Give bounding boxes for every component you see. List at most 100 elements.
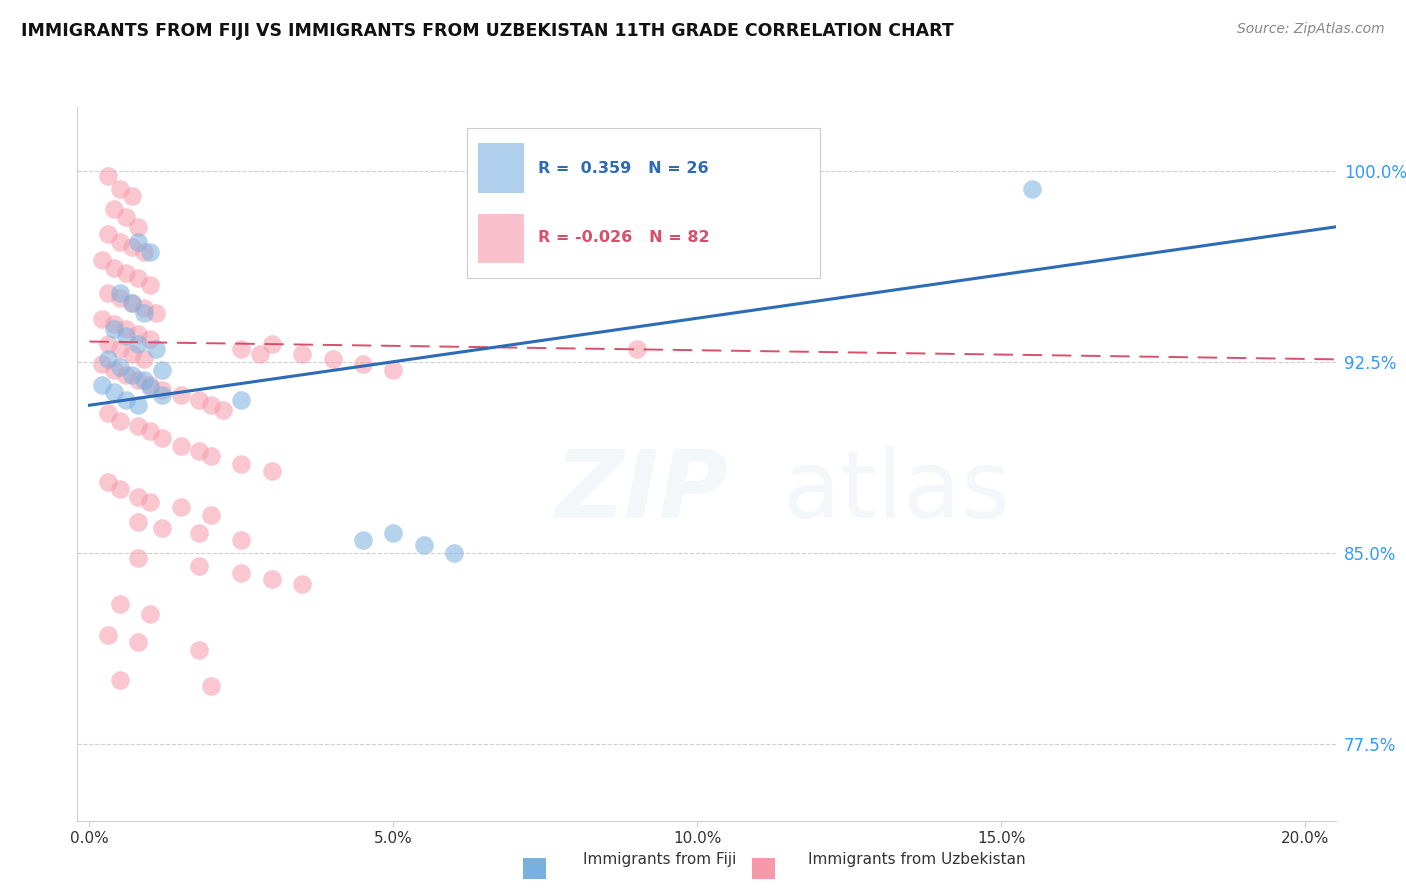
- Point: [382, 362, 405, 376]
- Text: Immigrants from Fiji: Immigrants from Fiji: [583, 852, 737, 867]
- Point: [291, 347, 314, 361]
- Point: [97, 475, 120, 489]
- Text: IMMIGRANTS FROM FIJI VS IMMIGRANTS FROM UZBEKISTAN 11TH GRADE CORRELATION CHART: IMMIGRANTS FROM FIJI VS IMMIGRANTS FROM …: [21, 22, 953, 40]
- Point: [139, 278, 162, 293]
- Point: [200, 398, 222, 412]
- Point: [187, 525, 209, 540]
- Bar: [478, 214, 524, 263]
- Point: [170, 500, 193, 515]
- Point: [115, 329, 138, 343]
- Point: [170, 388, 193, 402]
- Point: [108, 673, 131, 688]
- Point: [108, 286, 131, 301]
- Point: [231, 566, 253, 581]
- Point: [108, 483, 131, 497]
- Text: Immigrants from Uzbekistan: Immigrants from Uzbekistan: [808, 852, 1026, 867]
- Point: [291, 576, 314, 591]
- Point: [187, 444, 209, 458]
- Point: [90, 252, 112, 267]
- Point: [152, 362, 174, 376]
- Point: [97, 337, 120, 351]
- Point: [231, 393, 253, 408]
- Point: [121, 189, 143, 203]
- Point: [139, 607, 162, 622]
- Point: [152, 383, 174, 397]
- Point: [121, 368, 143, 382]
- Point: [152, 388, 174, 402]
- Point: [108, 413, 131, 427]
- Point: [200, 508, 222, 522]
- Point: [139, 332, 162, 346]
- Point: [231, 342, 253, 356]
- Point: [103, 260, 125, 275]
- Point: [139, 424, 162, 438]
- Point: [352, 533, 374, 548]
- Point: [127, 337, 149, 351]
- Point: [187, 643, 209, 657]
- Point: [115, 322, 138, 336]
- Point: [115, 266, 138, 280]
- Point: [127, 516, 149, 530]
- Point: [108, 342, 131, 356]
- Point: [139, 245, 162, 260]
- Point: [145, 306, 167, 320]
- Point: [97, 352, 120, 367]
- Point: [127, 235, 149, 249]
- Point: [260, 572, 283, 586]
- Point: [115, 368, 138, 382]
- Point: [97, 406, 120, 420]
- Point: [127, 398, 149, 412]
- Point: [322, 352, 344, 367]
- Point: [103, 317, 125, 331]
- Point: [187, 558, 209, 573]
- Point: [108, 359, 131, 374]
- Point: [260, 337, 283, 351]
- Point: [134, 245, 156, 260]
- Text: ZIP: ZIP: [555, 446, 728, 539]
- Point: [249, 347, 271, 361]
- Point: [108, 181, 131, 195]
- Point: [382, 525, 405, 540]
- Text: atlas: atlas: [782, 446, 1011, 539]
- Point: [127, 270, 149, 285]
- Point: [127, 551, 149, 566]
- Point: [139, 495, 162, 509]
- Point: [121, 296, 143, 310]
- Point: [134, 306, 156, 320]
- Point: [121, 240, 143, 254]
- Point: [97, 169, 120, 183]
- Point: [134, 301, 156, 316]
- Point: [127, 326, 149, 341]
- Point: [152, 520, 174, 534]
- Point: [115, 393, 138, 408]
- Point: [97, 227, 120, 242]
- Point: [127, 219, 149, 234]
- Text: R = -0.026   N = 82: R = -0.026 N = 82: [538, 230, 710, 245]
- Point: [152, 431, 174, 445]
- Point: [127, 418, 149, 433]
- Point: [103, 362, 125, 376]
- Point: [200, 679, 222, 693]
- Point: [139, 377, 162, 392]
- Point: [103, 385, 125, 400]
- Point: [108, 291, 131, 305]
- Point: [97, 627, 120, 641]
- Point: [121, 296, 143, 310]
- Point: [231, 457, 253, 471]
- Point: [134, 373, 156, 387]
- Point: [443, 546, 465, 560]
- Point: [352, 358, 374, 372]
- Point: [170, 439, 193, 453]
- Point: [231, 533, 253, 548]
- Point: [103, 202, 125, 216]
- Bar: [478, 144, 524, 193]
- Point: [108, 597, 131, 611]
- Text: R =  0.359   N = 26: R = 0.359 N = 26: [538, 161, 709, 177]
- Point: [145, 342, 167, 356]
- Text: Source: ZipAtlas.com: Source: ZipAtlas.com: [1237, 22, 1385, 37]
- Point: [412, 538, 434, 552]
- Point: [127, 490, 149, 504]
- Point: [127, 635, 149, 649]
- Point: [103, 322, 125, 336]
- Point: [1021, 181, 1043, 195]
